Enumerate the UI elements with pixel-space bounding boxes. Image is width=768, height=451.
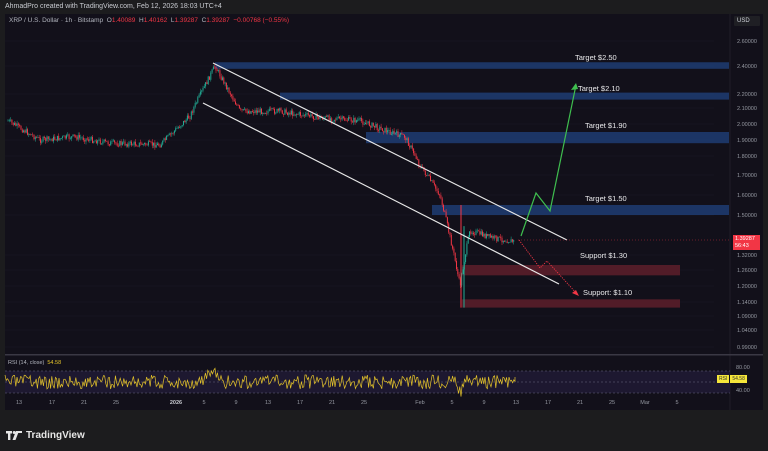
x-axis-tick: 5 (202, 400, 205, 406)
x-axis-tick: 13 (265, 400, 271, 406)
y-axis-tick: 2.00000 (737, 122, 757, 128)
x-axis-tick: 25 (609, 400, 615, 406)
price-zone[interactable] (215, 62, 729, 69)
rsi-value: 54.58 (47, 360, 62, 366)
x-axis-tick: 17 (545, 400, 551, 406)
y-axis-tick: 2.20000 (737, 92, 757, 98)
open-value: 1.40089 (111, 17, 136, 24)
rsi-80-label: 80.00 (736, 365, 750, 371)
x-axis-tick: 17 (49, 400, 55, 406)
rsi-band (5, 371, 730, 393)
y-axis-tick: 1.04000 (737, 328, 757, 334)
symbol-name[interactable]: XRP / U.S. Dollar · 1h · Bitstamp (9, 17, 104, 24)
y-axis-tick: 2.10000 (737, 106, 757, 112)
x-axis-tick: 5 (675, 400, 678, 406)
y-axis-tick: 2.40000 (737, 64, 757, 70)
y-axis-tick: 1.26000 (737, 268, 757, 274)
y-axis-tick: 1.09000 (737, 314, 757, 320)
low-label: L (170, 17, 175, 24)
x-axis-tick: 21 (329, 400, 335, 406)
x-axis-tick: Feb (415, 400, 424, 406)
arrow-up-icon (571, 83, 578, 90)
open-label: O (106, 17, 112, 24)
rsi-badge-label: RSI (717, 375, 731, 383)
zone-label: Target $1.50 (585, 194, 627, 203)
y-axis-tick: 1.80000 (737, 154, 757, 160)
price-zone[interactable] (366, 132, 729, 144)
rsi-legend: RSI (14, close) 54.58 (8, 360, 61, 366)
currency-label[interactable]: USD (734, 16, 760, 26)
zone-label: Support: $1.10 (583, 288, 632, 297)
brand-name: TradingView (26, 430, 85, 441)
y-axis-tick: 2.60000 (737, 39, 757, 45)
rsi-title[interactable]: RSI (14, close) (8, 360, 45, 366)
zone-label: Target $2.10 (578, 84, 620, 93)
x-axis-tick: 25 (113, 400, 119, 406)
y-axis-tick: 1.50000 (737, 213, 757, 219)
x-axis-tick: 13 (513, 400, 519, 406)
x-axis-tick: 9 (482, 400, 485, 406)
low-value: 1.39287 (174, 17, 198, 24)
y-axis-tick: 1.70000 (737, 173, 757, 179)
zone-label: Target $1.90 (585, 121, 627, 130)
x-axis-tick: 9 (234, 400, 237, 406)
y-axis-tick: 1.60000 (737, 193, 757, 199)
y-axis-tick: 1.32000 (737, 253, 757, 259)
y-axis-tick: 1.14000 (737, 300, 757, 306)
zone-label: Support $1.30 (580, 251, 627, 260)
y-axis-tick: 1.20000 (737, 284, 757, 290)
price-zone[interactable] (280, 92, 729, 100)
last-price: 1.39287 (735, 236, 755, 242)
y-axis-tick: 1.90000 (737, 138, 757, 144)
rsi-40-label: 40.00 (736, 388, 750, 394)
x-axis-tick: 21 (577, 400, 583, 406)
rsi-badge-value: 54.58 (730, 375, 747, 383)
x-axis-tick: 5 (450, 400, 453, 406)
zone-label: Target $2.50 (575, 53, 617, 62)
tradingview-brand: TradingView (6, 430, 85, 441)
close-label: C (201, 17, 207, 24)
x-axis-tick: 25 (361, 400, 367, 406)
bar-countdown: 56:43 (735, 243, 749, 249)
rsi-badge: RSI 54.58 (717, 375, 747, 383)
x-axis-tick: 13 (16, 400, 22, 406)
chart-credit: AhmadPro created with TradingView.com, F… (5, 3, 222, 10)
change-value: −0.00768 (−0.55%) (233, 17, 290, 24)
bullish-projection[interactable] (520, 84, 577, 237)
price-zone[interactable] (462, 299, 680, 308)
symbol-legend: XRP / U.S. Dollar · 1h · Bitstamp O1.400… (9, 17, 289, 24)
price-zone[interactable] (432, 205, 729, 215)
tradingview-logo-icon (6, 431, 22, 440)
last-price-badge: 1.39287 56:43 (733, 235, 760, 250)
high-label: H (138, 17, 144, 24)
x-axis-tick: Mar (640, 400, 650, 406)
channel-lower-line[interactable] (202, 102, 560, 285)
x-axis-tick: 21 (81, 400, 87, 406)
channel-upper-line[interactable] (212, 62, 568, 241)
y-axis-tick: 0.99000 (737, 345, 757, 351)
x-axis-tick: 17 (297, 400, 303, 406)
arrow-down-icon (572, 290, 579, 296)
x-axis-tick: 2026 (170, 400, 182, 406)
bearish-projection[interactable] (518, 239, 579, 296)
rsi-line (4, 367, 516, 397)
close-value: 1.39287 (206, 17, 230, 24)
high-value: 1.40162 (143, 17, 168, 24)
price-zone[interactable] (462, 265, 680, 276)
